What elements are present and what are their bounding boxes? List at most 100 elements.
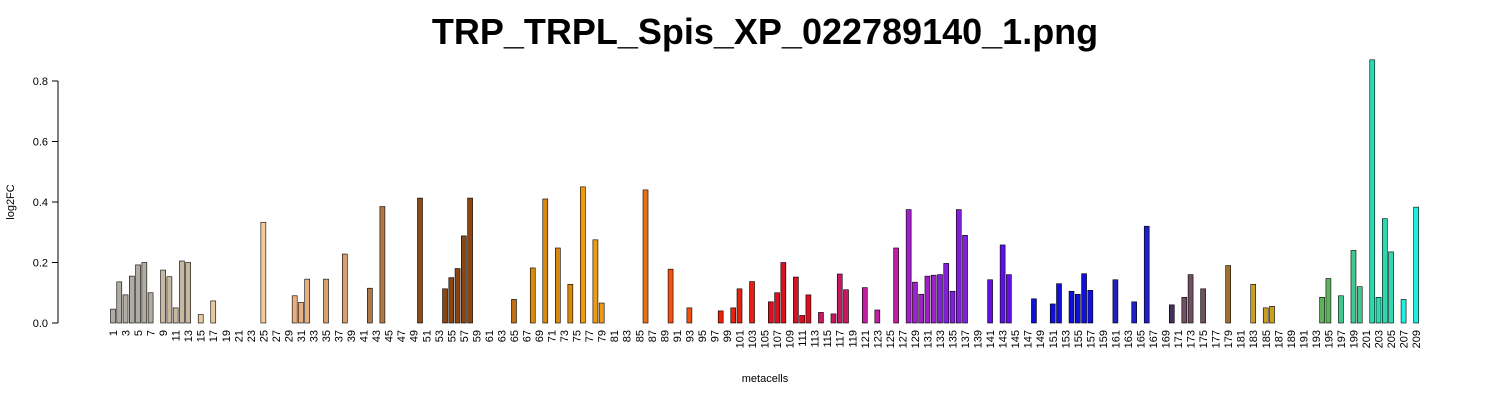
x-tick-label: 59	[471, 330, 483, 342]
bar	[260, 221, 267, 324]
bar	[1350, 250, 1357, 324]
y-axis-label: log2FC	[5, 184, 17, 220]
bar	[110, 308, 116, 324]
x-tick-label: 87	[647, 330, 659, 342]
x-tick-label: 73	[559, 330, 571, 342]
bar	[304, 278, 311, 324]
x-tick-label: 201	[1361, 330, 1373, 348]
bar	[1087, 290, 1094, 324]
bar	[461, 235, 467, 324]
bar	[116, 281, 123, 324]
bar	[962, 234, 968, 324]
bar	[818, 312, 824, 324]
bar	[774, 292, 780, 324]
bar	[1356, 286, 1363, 324]
x-tick-label: 53	[434, 330, 446, 342]
x-tick-label: 101	[735, 330, 747, 348]
x-tick-label: 69	[534, 330, 546, 342]
bar	[836, 273, 843, 324]
x-tick-label: 173	[1186, 330, 1198, 348]
x-tick-label: 11	[171, 330, 183, 341]
x-tick-label: 91	[672, 330, 684, 342]
bar	[1187, 274, 1194, 324]
x-tick-label: 15	[196, 330, 208, 342]
x-tick-label: 27	[271, 330, 283, 342]
bar	[924, 275, 931, 324]
x-tick-label: 31	[296, 330, 308, 342]
x-tick-label: 75	[572, 330, 584, 342]
x-tick-label: 95	[697, 330, 709, 342]
x-tick-label: 89	[659, 330, 671, 342]
x-tick-label: 3	[121, 330, 133, 336]
bar	[185, 262, 191, 324]
x-tick-label: 111	[797, 330, 809, 347]
x-tick-label: 39	[346, 330, 358, 342]
x-tick-label: 97	[709, 330, 721, 342]
bar	[1262, 307, 1269, 324]
bar	[448, 277, 455, 324]
bar	[454, 268, 461, 324]
x-tick-label: 85	[634, 330, 646, 342]
bar	[912, 281, 918, 324]
x-tick-label: 47	[396, 330, 408, 342]
bar	[780, 262, 787, 324]
bar	[179, 260, 185, 324]
x-tick-label: 127	[897, 330, 909, 348]
bar	[1131, 301, 1137, 324]
x-tick-label: 129	[910, 330, 922, 348]
x-tick-label: 5	[133, 330, 145, 336]
bar	[1112, 279, 1119, 324]
bar	[805, 294, 812, 324]
x-tick-label: 79	[597, 330, 609, 342]
bar	[580, 186, 586, 324]
bar	[542, 198, 549, 324]
bar	[717, 310, 724, 324]
x-tick-label: 81	[609, 330, 621, 342]
x-tick-label: 161	[1110, 330, 1122, 348]
bar	[999, 244, 1006, 324]
x-tick-label: 187	[1273, 330, 1285, 348]
bar	[930, 274, 937, 324]
bar	[1081, 273, 1087, 324]
bar	[1381, 218, 1388, 324]
x-tick-label: 119	[847, 330, 859, 348]
x-tick-label: 195	[1323, 330, 1335, 348]
x-tick-label: 149	[1035, 330, 1047, 348]
x-tick-label: 139	[973, 330, 985, 348]
x-tick-label: 205	[1386, 330, 1398, 348]
bar	[1056, 283, 1062, 324]
x-tick-label: 197	[1336, 330, 1348, 348]
bar	[379, 206, 386, 324]
bar	[166, 276, 173, 324]
x-tick-label: 141	[985, 330, 997, 348]
bar	[686, 307, 693, 324]
x-tick-label: 181	[1236, 330, 1248, 348]
x-tick-label: 123	[872, 330, 884, 348]
bar	[467, 197, 473, 324]
x-tick-label: 171	[1173, 330, 1185, 348]
bar	[830, 313, 837, 324]
bar	[736, 288, 743, 324]
x-tick-label: 65	[509, 330, 521, 342]
bar	[555, 247, 561, 324]
bar	[667, 268, 674, 324]
bar	[987, 279, 993, 324]
bar	[417, 197, 423, 324]
x-tick-label: 67	[521, 330, 533, 342]
bar	[342, 253, 348, 324]
bar	[1143, 225, 1150, 324]
x-tick-label: 25	[258, 330, 270, 342]
bar	[918, 293, 924, 324]
bar	[730, 307, 737, 324]
bar	[567, 283, 574, 324]
x-tick-label: 49	[409, 330, 421, 342]
x-tick-label: 93	[684, 330, 696, 342]
bar	[598, 302, 605, 324]
bar	[1369, 59, 1376, 324]
bar	[1068, 290, 1075, 324]
bar	[1225, 265, 1231, 324]
bar	[799, 315, 805, 324]
bar	[592, 239, 599, 324]
bar	[793, 276, 799, 324]
